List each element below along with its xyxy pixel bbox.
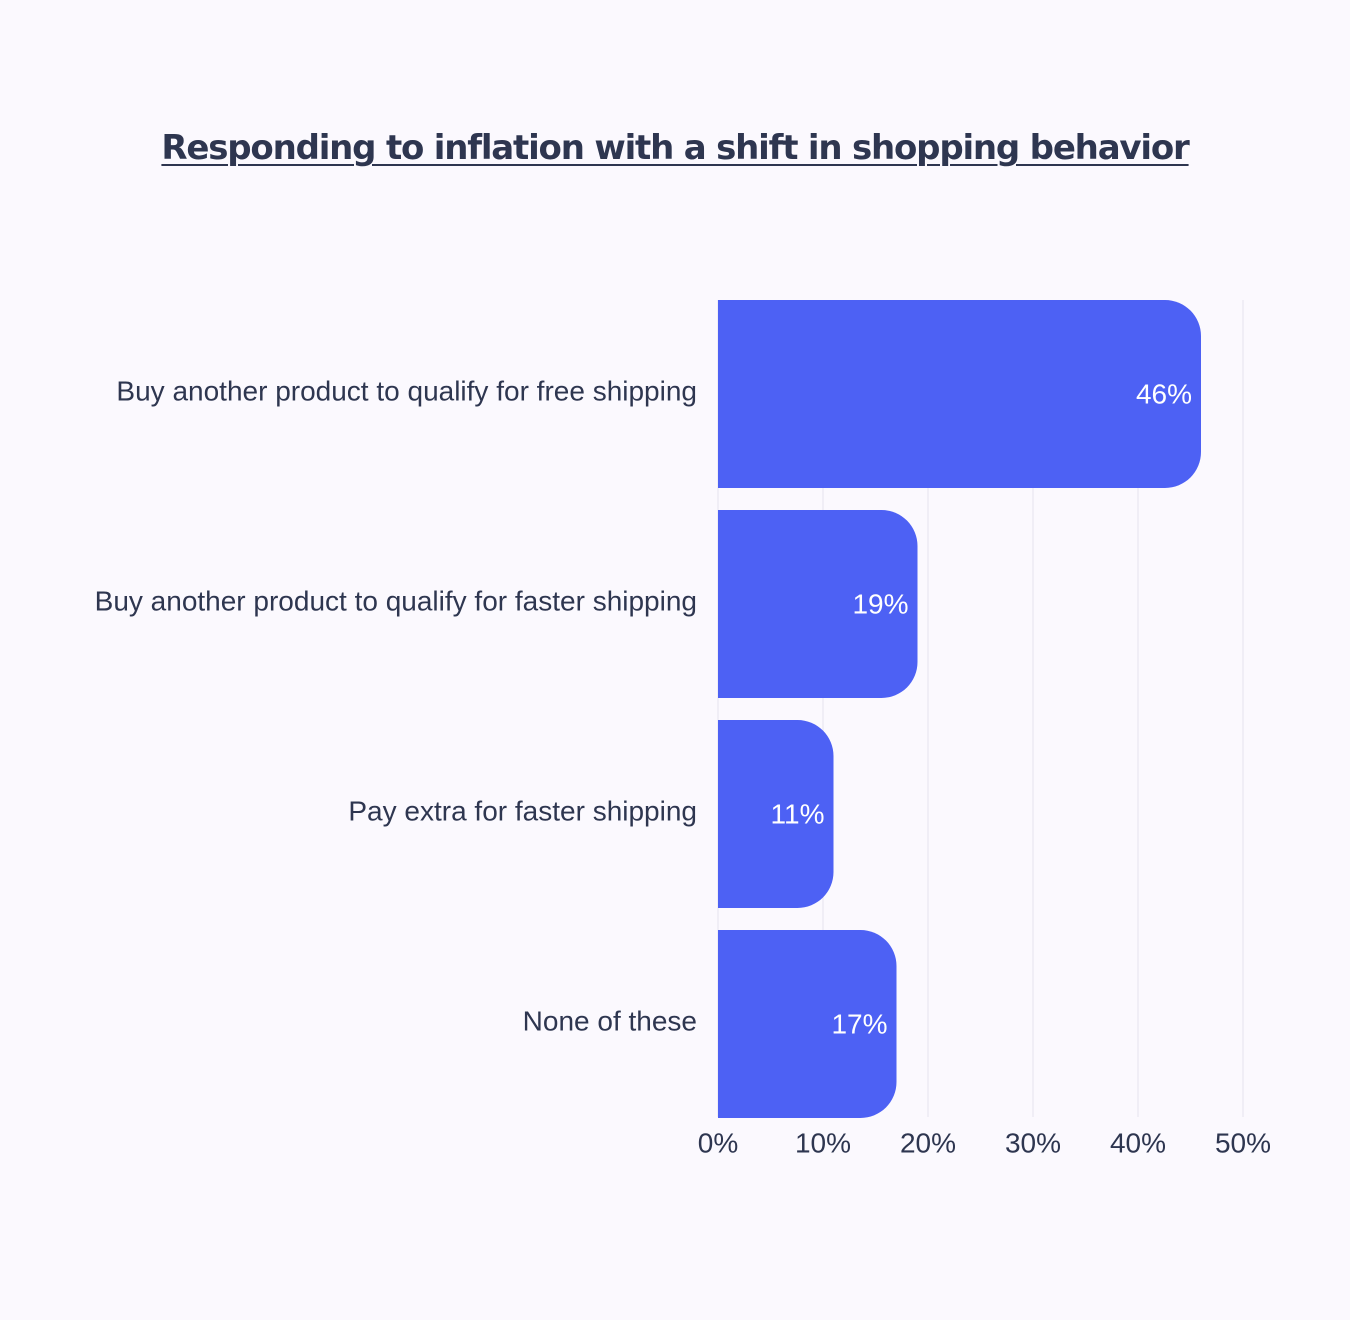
category-label: Buy another product to qualify for faste… [95,585,697,616]
category-labels: Buy another product to qualify for free … [95,375,697,1036]
x-tick-label: 30% [1005,1127,1061,1158]
bars [718,300,1201,1118]
bar-value-label: 17% [831,1008,887,1039]
x-axis-ticks: 0% 10% 20% 30% 40% 50% [698,1127,1271,1158]
x-tick-label: 20% [900,1127,956,1158]
bar-value-label: 11% [771,798,825,829]
value-labels: 46% 19% 11% 17% [771,378,1192,1039]
category-label: Pay extra for faster shipping [348,795,697,826]
bar-value-label: 46% [1136,378,1192,409]
bar-value-label: 19% [852,588,908,619]
x-tick-label: 50% [1215,1127,1271,1158]
category-label: Buy another product to qualify for free … [116,375,697,406]
bar [718,930,897,1118]
bar [718,720,834,909]
chart-title: Responding to inflation with a shift in … [161,128,1189,168]
x-tick-label: 40% [1110,1127,1166,1158]
bar [718,510,918,698]
x-tick-label: 0% [698,1127,738,1158]
bar [718,300,1201,488]
category-label: None of these [523,1005,697,1036]
x-tick-label: 10% [795,1127,851,1158]
